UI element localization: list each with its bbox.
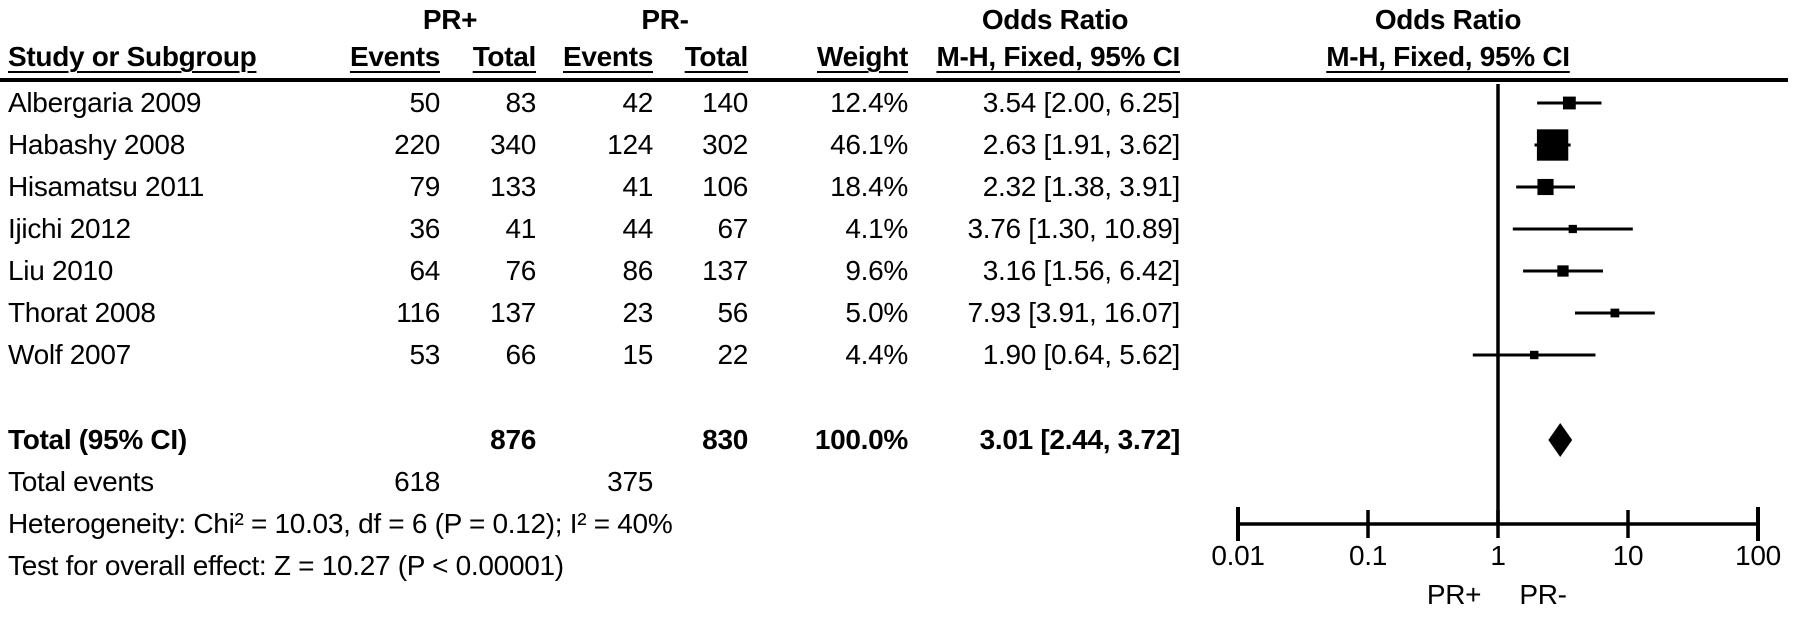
- point-estimate-square: [1537, 178, 1554, 196]
- study-weight: 5.0%: [845, 297, 908, 328]
- study-ci-text: 2.32 [1.38, 3.91]: [982, 171, 1181, 202]
- axis-tick-label: 100: [1735, 540, 1781, 571]
- total-events2: 375: [607, 466, 653, 497]
- study-name: Ijichi 2012: [8, 213, 131, 244]
- study-weight: 9.6%: [845, 255, 908, 286]
- favours-right-label: PR-: [1519, 579, 1567, 610]
- weight-column-header: Weight: [816, 41, 908, 72]
- study-events2: 23: [622, 297, 653, 328]
- study-events2: 42: [622, 87, 653, 118]
- study-total1: 66: [505, 339, 536, 370]
- study-total2: 140: [702, 87, 748, 118]
- study-events2: 86: [622, 255, 653, 286]
- study-total1: 41: [505, 213, 536, 244]
- group1-header: PR+: [422, 4, 478, 35]
- favours-left-label: PR+: [1426, 579, 1482, 610]
- study-events2: 15: [622, 339, 653, 370]
- study-total2: 22: [717, 339, 748, 370]
- total-ci-text: 3.01 [2.44, 3.72]: [979, 424, 1181, 455]
- study-total2: 56: [717, 297, 748, 328]
- study-ci-text: 1.90 [0.64, 5.62]: [982, 339, 1181, 370]
- study-events1: 50: [409, 87, 440, 118]
- summary-diamond: [1548, 423, 1573, 457]
- study-name: Albergaria 2009: [8, 87, 202, 118]
- study-name: Hisamatsu 2011: [8, 171, 205, 202]
- point-estimate-square: [1530, 350, 1539, 360]
- plot-method-header: M-H, Fixed, 95% CI: [1326, 41, 1570, 72]
- or-column-title: Odds Ratio: [981, 4, 1129, 35]
- study-name: Habashy 2008: [8, 129, 185, 160]
- study-ci-text: 3.76 [1.30, 10.89]: [967, 213, 1180, 244]
- study-events1: 53: [409, 339, 440, 370]
- total-total2: 830: [702, 424, 748, 455]
- axis-tick-label: 10: [1612, 540, 1644, 571]
- study-total2: 302: [702, 129, 748, 160]
- study-total2: 106: [702, 171, 748, 202]
- point-estimate-square: [1610, 308, 1620, 318]
- study-ci-text: 3.54 [2.00, 6.25]: [982, 87, 1181, 118]
- study-weight: 12.4%: [830, 87, 908, 118]
- study-total1: 83: [505, 87, 536, 118]
- total-total1: 876: [490, 424, 536, 455]
- total-weight: 100.0%: [814, 424, 908, 455]
- total2-column-header: Total: [684, 41, 749, 72]
- study-name: Liu 2010: [8, 255, 114, 286]
- axis-tick-label: 0.01: [1211, 540, 1265, 571]
- study-weight: 4.4%: [845, 339, 908, 370]
- study-ci-text: 7.93 [3.91, 16.07]: [967, 297, 1180, 328]
- study-total1: 137: [490, 297, 536, 328]
- or-method-header: M-H, Fixed, 95% CI: [936, 41, 1180, 72]
- plot-column-title: Odds Ratio: [1374, 4, 1522, 35]
- study-events2: 41: [622, 171, 653, 202]
- study-events1: 116: [396, 297, 440, 328]
- study-events1: 64: [409, 255, 440, 286]
- total-row-label: Total (95% CI): [8, 424, 187, 455]
- total-events-label: Total events: [8, 466, 154, 497]
- heterogeneity-text: Heterogeneity: Chi² = 10.03, df = 6 (P =…: [8, 508, 673, 539]
- study-weight: 46.1%: [830, 129, 908, 160]
- events2-column-header: Events: [562, 41, 653, 72]
- study-column-header: Study or Subgroup: [8, 41, 257, 72]
- study-name: Thorat 2008: [8, 297, 156, 328]
- study-total1: 133: [490, 171, 536, 202]
- point-estimate-square: [1562, 96, 1576, 110]
- point-estimate-square: [1568, 224, 1577, 234]
- overall-effect-text: Test for overall effect: Z = 10.27 (P < …: [8, 550, 564, 581]
- study-name: Wolf 2007: [8, 339, 131, 370]
- study-ci-text: 3.16 [1.56, 6.42]: [982, 255, 1181, 286]
- study-events2: 44: [622, 213, 653, 244]
- study-weight: 18.4%: [830, 171, 908, 202]
- point-estimate-square: [1557, 265, 1569, 277]
- group2-header: PR-: [641, 4, 689, 35]
- study-events1: 36: [409, 213, 440, 244]
- study-total1: 76: [505, 255, 536, 286]
- axis-tick-label: 1: [1490, 540, 1506, 571]
- study-events1: 79: [409, 171, 440, 202]
- axis-tick-label: 0.1: [1348, 540, 1388, 571]
- study-ci-text: 2.63 [1.91, 3.62]: [982, 129, 1181, 160]
- study-total2: 67: [717, 213, 748, 244]
- total-events1: 618: [394, 466, 440, 497]
- study-events2: 124: [607, 129, 653, 160]
- study-total2: 137: [702, 255, 748, 286]
- total1-column-header: Total: [472, 41, 537, 72]
- study-events1: 220: [394, 129, 440, 160]
- study-total1: 340: [490, 129, 536, 160]
- events1-column-header: Events: [349, 41, 440, 72]
- point-estimate-square: [1536, 129, 1569, 161]
- study-weight: 4.1%: [845, 213, 908, 244]
